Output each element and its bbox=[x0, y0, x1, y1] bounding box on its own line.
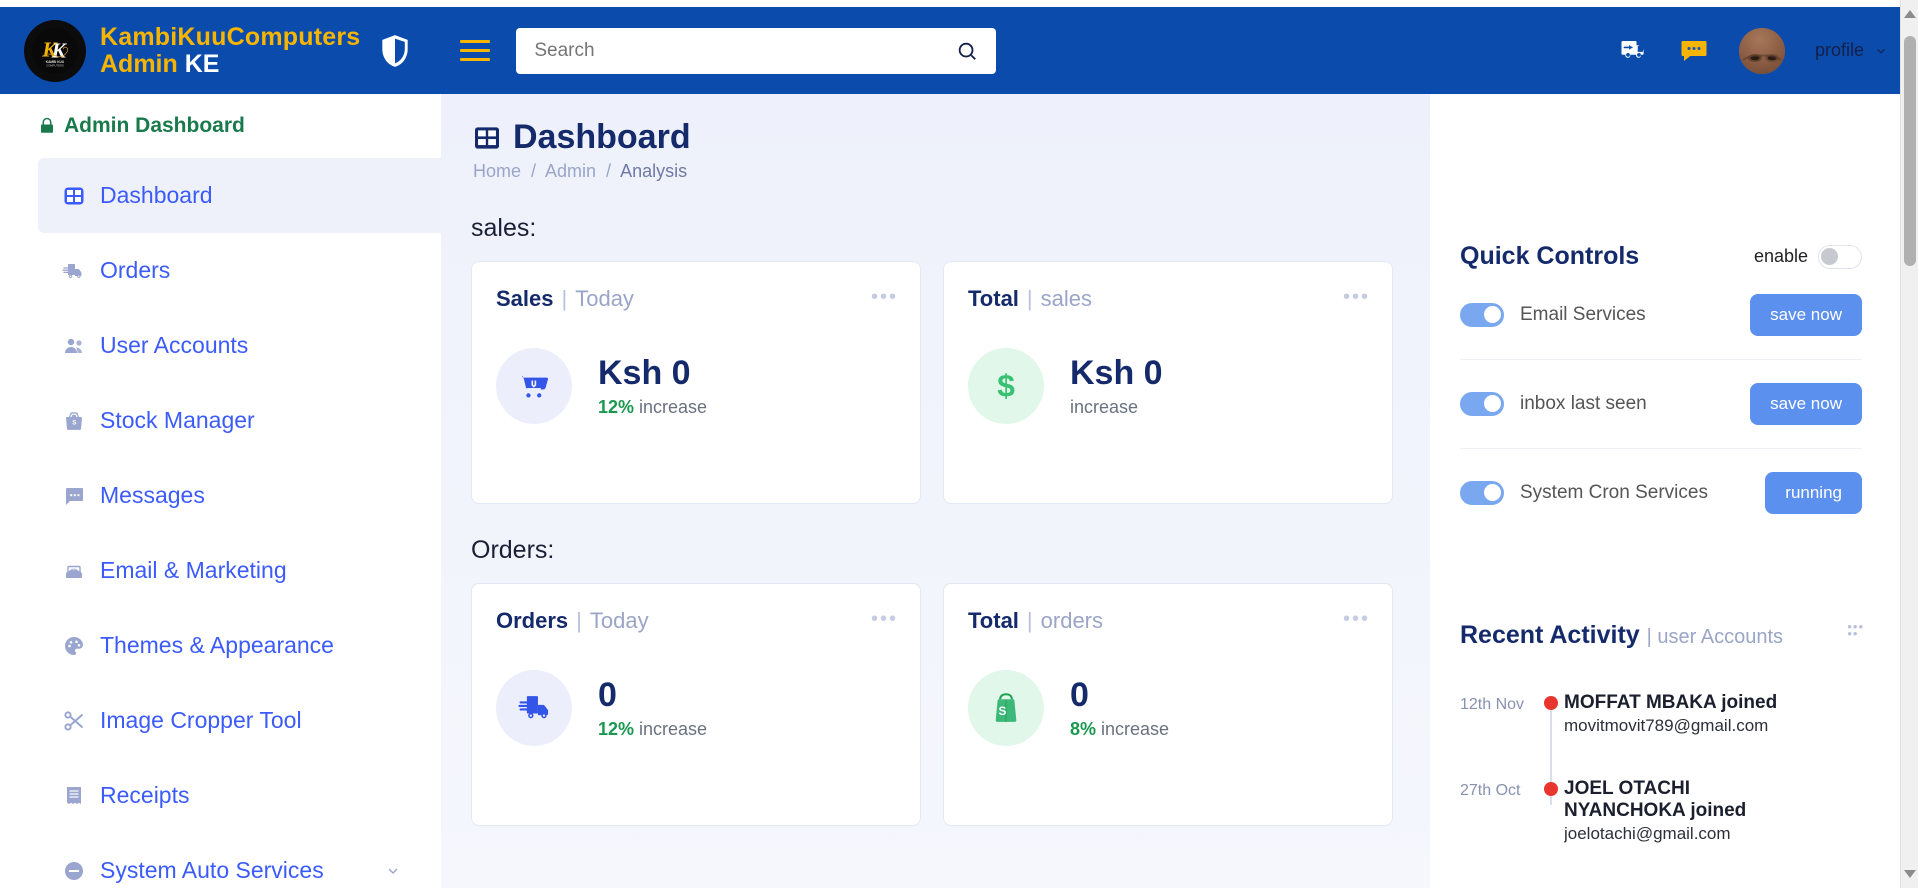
svg-text:S: S bbox=[999, 704, 1007, 718]
svg-text:S: S bbox=[72, 419, 76, 426]
svg-text:$: $ bbox=[997, 367, 1015, 403]
svg-text:K: K bbox=[51, 38, 68, 62]
svg-text:COMPUTERS: COMPUTERS bbox=[46, 63, 64, 67]
svg-text:KAMBI KUU: KAMBI KUU bbox=[46, 59, 65, 63]
